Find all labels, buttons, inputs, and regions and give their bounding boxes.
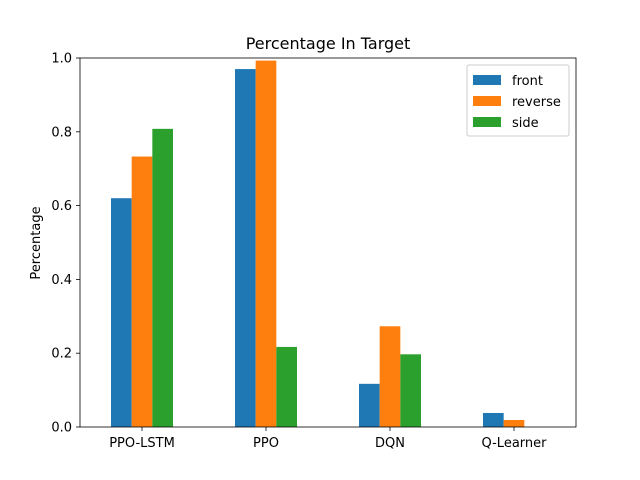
x-tick-label: PPO-LSTM <box>109 436 175 451</box>
x-tick-label: PPO <box>253 436 279 451</box>
bars-group <box>111 60 525 427</box>
bar-side-PPO-LSTM <box>152 128 173 427</box>
legend: front reverse side <box>466 64 570 137</box>
bar-front-PPO <box>235 69 256 427</box>
legend-swatch-reverse <box>473 96 501 106</box>
y-tick-label: 0.0 <box>51 421 72 436</box>
bar-reverse-DQN <box>379 326 401 427</box>
legend-swatch-front <box>473 75 501 85</box>
y-tick-label: 1.0 <box>51 52 72 67</box>
legend-swatch-side <box>473 117 501 127</box>
bar-front-DQN <box>359 383 380 427</box>
plot-frame <box>79 57 577 428</box>
y-tick-label: 0.4 <box>51 273 72 288</box>
x-tick-label: DQN <box>375 436 405 451</box>
bar-reverse-Q-Learner <box>503 419 525 427</box>
bar-reverse-PPO <box>255 60 277 427</box>
bar-side-PPO <box>276 346 297 427</box>
y-axis-label: Percentage <box>29 206 44 279</box>
bar-front-Q-Learner <box>483 412 504 427</box>
legend-label-side: side <box>512 116 539 131</box>
axes-group: PPO-LSTM PPO DQN Q-Learner 0.0 0.2 0.4 0.6 0.8 1.… <box>51 52 577 451</box>
y-tick-label: 0.2 <box>51 347 72 362</box>
chart-title: Percentage In Target <box>246 34 411 53</box>
bar-front-PPO-LSTM <box>111 198 132 427</box>
x-tick-label: Q-Learner <box>482 436 548 451</box>
legend-label-front: front <box>512 74 543 89</box>
y-tick-label: 0.8 <box>51 125 72 140</box>
y-tick-label: 0.6 <box>51 199 72 214</box>
legend-label-reverse: reverse <box>512 95 561 110</box>
bar-side-DQN <box>400 354 421 427</box>
bar-reverse-PPO-LSTM <box>131 156 153 427</box>
